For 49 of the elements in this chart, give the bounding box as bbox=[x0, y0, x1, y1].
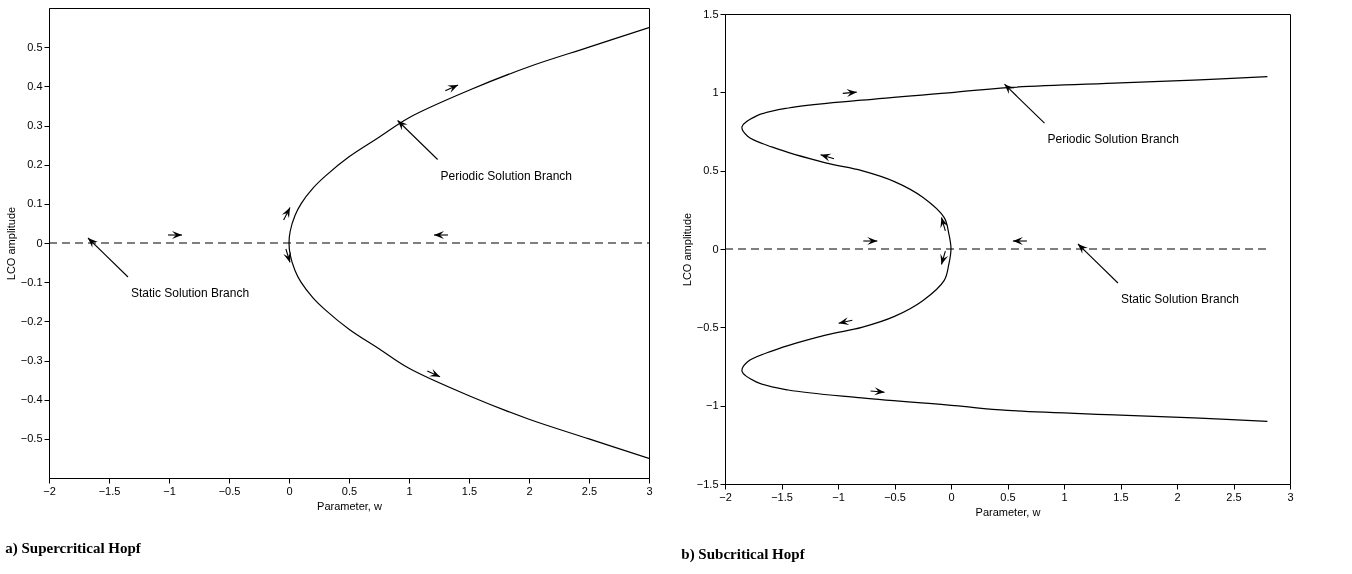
x-tick-label: −2 bbox=[719, 490, 732, 503]
x-tick-label: −2 bbox=[43, 484, 56, 497]
x-tick-label: −0.5 bbox=[218, 484, 241, 497]
annotation: Static Solution Branch bbox=[1120, 292, 1240, 306]
x-tick-label: −1.5 bbox=[771, 490, 793, 503]
y-tick-label: 0 bbox=[712, 242, 719, 255]
x-tick-label: 1 bbox=[1061, 490, 1068, 503]
y-tick-label: −0.5 bbox=[20, 432, 43, 445]
y-tick-label: 0.4 bbox=[27, 79, 43, 92]
x-tick-label: 1.5 bbox=[1113, 490, 1129, 503]
y-tick-label: 0.2 bbox=[27, 158, 43, 171]
x-axis-title: Parameter, w bbox=[317, 499, 382, 512]
text: b) Subcritical Hopf bbox=[681, 546, 806, 563]
x-tick-label: 2.5 bbox=[581, 484, 598, 497]
y-tick-label: −0.1 bbox=[20, 275, 43, 288]
x-tick-label: 3 bbox=[1287, 490, 1294, 503]
y-tick-label: −0.3 bbox=[20, 354, 43, 366]
y-tick-label: 0 bbox=[36, 236, 43, 249]
x-tick-label: −1 bbox=[832, 490, 845, 503]
annotation: Periodic Solution Branch bbox=[440, 168, 573, 183]
x-tick-label: −1.5 bbox=[98, 484, 121, 497]
x-tick-label: 0 bbox=[948, 490, 955, 503]
x-tick-label: −0.5 bbox=[884, 490, 906, 503]
y-tick-label: −0.4 bbox=[20, 393, 43, 406]
x-tick-label: 3 bbox=[646, 484, 653, 497]
x-tick-label: 1 bbox=[406, 484, 413, 497]
x-tick-label: 2 bbox=[526, 484, 533, 497]
x-tick-label: 1.5 bbox=[461, 484, 478, 497]
x-axis-title: Parameter, w bbox=[975, 505, 1041, 518]
x-tick-label: 0 bbox=[286, 484, 293, 497]
x-tick-label: 2.5 bbox=[1226, 490, 1242, 503]
y-tick-label: 0.1 bbox=[27, 197, 43, 210]
y-tick-label: 1 bbox=[712, 85, 719, 98]
y-tick-label: −0.2 bbox=[20, 314, 43, 327]
y-tick-label: −1 bbox=[705, 399, 719, 412]
text: a) Supercritical Hopf bbox=[5, 540, 142, 557]
x-tick-label: 2 bbox=[1174, 490, 1181, 503]
x-tick-label: 0.5 bbox=[1000, 490, 1016, 503]
y-tick-label: 0.5 bbox=[703, 164, 719, 177]
x-tick-label: 0.5 bbox=[341, 484, 358, 497]
y-axis-title: LCO amplitude bbox=[680, 212, 693, 287]
y-tick-label: 0.3 bbox=[27, 119, 43, 131]
y-tick-label: −0.5 bbox=[696, 320, 719, 333]
annotation: Periodic Solution Branch bbox=[1047, 132, 1179, 147]
y-tick-label: 1.5 bbox=[703, 7, 719, 20]
x-tick-label: −1 bbox=[163, 484, 176, 497]
y-tick-label: 0.5 bbox=[27, 40, 43, 53]
annotation: Static Solution Branch bbox=[131, 286, 250, 300]
y-axis-title: LCO amplitude bbox=[4, 206, 17, 281]
